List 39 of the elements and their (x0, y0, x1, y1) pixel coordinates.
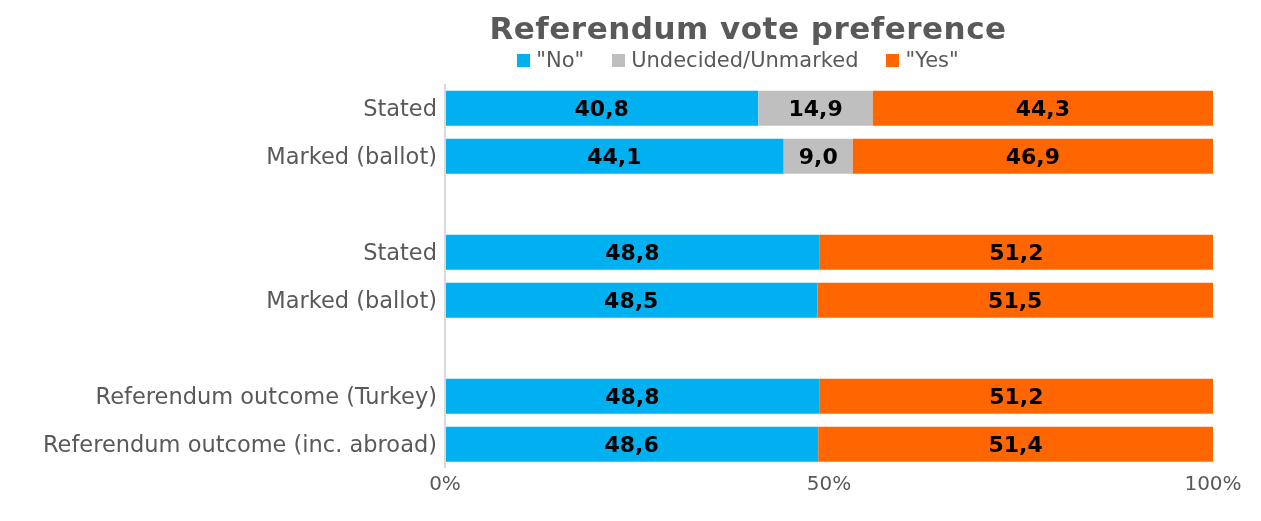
x-tick-label: 0% (429, 471, 461, 496)
data-label: 48,8 (605, 240, 660, 266)
bar (818, 426, 1213, 462)
data-label: 40,8 (574, 96, 629, 122)
y-tick-label: Referendum outcome (inc. abroad) (42, 430, 437, 457)
legend-label: Undecided/Unmarked (631, 48, 859, 72)
legend-label: "Yes" (905, 48, 959, 72)
data-label: 48,8 (605, 384, 660, 410)
y-tick-label: Marked (ballot) (266, 286, 437, 313)
data-label: 46,9 (1005, 144, 1061, 170)
bar (445, 138, 784, 174)
bar (872, 90, 1213, 126)
bar (817, 282, 1213, 318)
y-tick-label: Referendum outcome (Turkey) (95, 382, 437, 409)
data-label: 48,6 (604, 432, 659, 458)
bar (445, 426, 819, 462)
data-label: 51,4 (988, 432, 1043, 458)
legend-label: "No" (536, 48, 585, 72)
bar (852, 138, 1213, 174)
y-tick-label: Stated (363, 94, 437, 121)
data-label: 48,5 (604, 288, 659, 314)
bar (445, 90, 759, 126)
bar (445, 378, 820, 414)
bar (445, 234, 820, 270)
bar (819, 378, 1213, 414)
data-label: 14,9 (788, 96, 843, 122)
x-tick-label: 100% (1184, 471, 1242, 496)
data-label: 44,3 (1015, 96, 1071, 122)
y-tick-label: Stated (363, 238, 437, 265)
chart-title: Referendum vote preference (488, 9, 1008, 48)
data-label: 51,2 (989, 240, 1044, 266)
x-tick-label: 50% (806, 471, 852, 496)
data-label: 9,0 (798, 144, 838, 170)
data-label: 44,1 (587, 144, 642, 170)
data-label: 51,2 (989, 384, 1044, 410)
y-tick-label: Marked (ballot) (266, 142, 437, 169)
bar (445, 282, 818, 318)
data-label: 51,5 (988, 288, 1043, 314)
bar (819, 234, 1213, 270)
